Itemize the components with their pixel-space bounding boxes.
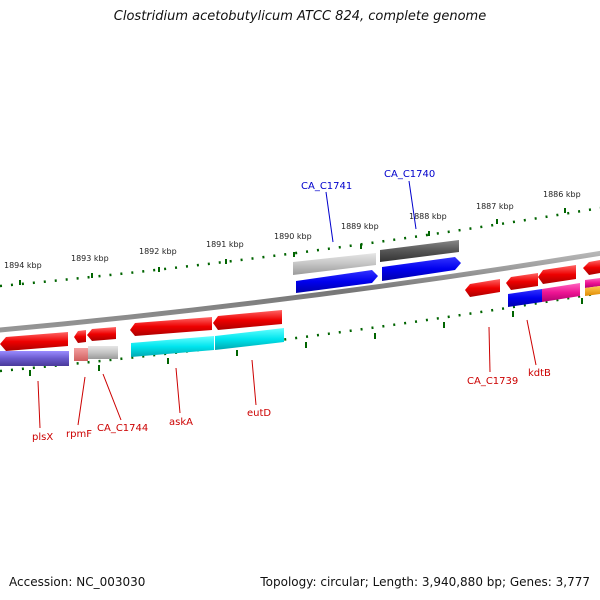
scale-lower <box>0 291 600 376</box>
gene-label[interactable]: rpmF <box>66 429 92 440</box>
topology-text: Topology: circular; Length: 3,940,880 bp… <box>260 575 590 589</box>
gene-feature[interactable] <box>538 265 576 284</box>
gene-feature[interactable] <box>0 351 69 366</box>
forward-strand-features <box>293 240 461 293</box>
gene-feature[interactable] <box>293 253 376 275</box>
accession-text: Accession: NC_003030 <box>9 575 146 589</box>
scale-label: 1893 kbp <box>71 254 109 263</box>
scale-label: 1892 kbp <box>139 247 177 256</box>
gene-feature[interactable] <box>583 260 600 275</box>
genome-backbone <box>0 250 600 333</box>
gene-label[interactable]: askA <box>169 417 193 428</box>
scale-label: 1890 kbp <box>274 232 312 241</box>
gene-feature[interactable] <box>585 286 600 296</box>
gene-feature[interactable] <box>74 330 86 343</box>
gene-feature[interactable] <box>585 278 600 288</box>
gene-labels: CA_C1741 CA_C1740 plsX rpmF CA_C1744 ask… <box>32 169 551 443</box>
scale-label: 1894 kbp <box>4 261 42 270</box>
gene-feature[interactable] <box>215 328 284 350</box>
gene-feature[interactable] <box>508 289 542 307</box>
scale-label: 1887 kbp <box>476 202 514 211</box>
gene-feature[interactable] <box>130 317 212 336</box>
gene-label[interactable]: kdtB <box>528 368 551 379</box>
gene-feature[interactable] <box>296 270 378 293</box>
scale-label: 1888 kbp <box>409 212 447 221</box>
gene-feature[interactable] <box>87 327 116 341</box>
label-connectors <box>37 180 537 429</box>
map-title: Clostridium acetobutylicum ATCC 824, com… <box>113 9 487 24</box>
gene-feature[interactable] <box>542 283 580 302</box>
gene-feature[interactable] <box>465 279 500 297</box>
gene-feature[interactable] <box>74 348 88 361</box>
left-features <box>0 310 284 366</box>
gene-label[interactable]: CA_C1739 <box>467 376 518 387</box>
gene-feature[interactable] <box>0 332 68 351</box>
gene-label[interactable]: eutD <box>247 408 271 419</box>
gene-label[interactable]: CA_C1744 <box>97 423 148 434</box>
right-features <box>465 260 600 307</box>
scale-upper <box>0 206 600 288</box>
gene-label[interactable]: CA_C1741 <box>301 181 352 192</box>
gene-label[interactable]: CA_C1740 <box>384 169 435 180</box>
gene-label[interactable]: plsX <box>32 432 53 443</box>
scale-labels: 1894 kbp 1893 kbp 1892 kbp 1891 kbp 1890… <box>4 190 581 270</box>
gene-feature[interactable] <box>213 310 282 330</box>
gene-feature[interactable] <box>88 346 118 359</box>
gene-feature[interactable] <box>506 273 538 290</box>
gene-feature[interactable] <box>380 240 459 262</box>
scale-label: 1886 kbp <box>543 190 581 199</box>
gene-feature[interactable] <box>382 257 461 281</box>
scale-label: 1889 kbp <box>341 222 379 231</box>
scale-label: 1891 kbp <box>206 240 244 249</box>
gene-feature[interactable] <box>131 336 214 357</box>
